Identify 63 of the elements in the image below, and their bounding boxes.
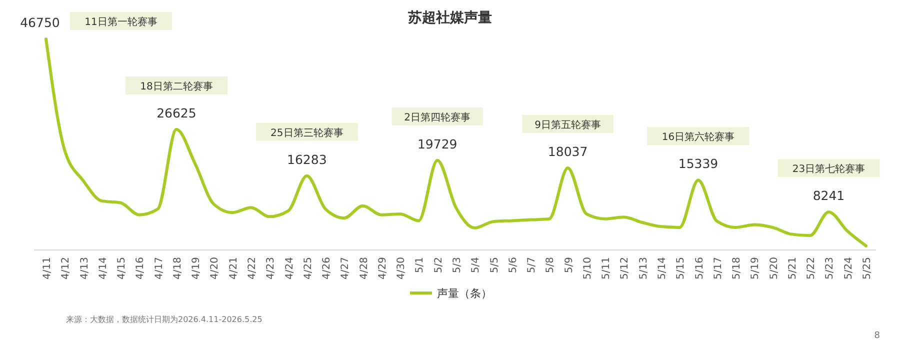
x-tick-label: 4/25 xyxy=(302,257,314,280)
data-label: 16283 xyxy=(287,152,327,167)
x-tick-label: 5/20 xyxy=(768,257,780,280)
x-tick-label: 4/14 xyxy=(98,257,109,280)
x-tick-label: 5/21 xyxy=(787,257,798,280)
x-tick-label: 4/11 xyxy=(42,257,53,280)
chart-title: 苏超社媒声量 xyxy=(407,10,492,26)
x-tick-label: 4/24 xyxy=(284,257,296,280)
x-tick-label: 5/25 xyxy=(862,257,873,280)
annotation: 18日第二轮赛事 xyxy=(140,80,213,92)
x-tick-label: 5/15 xyxy=(676,257,687,280)
x-tick-label: 4/27 xyxy=(340,257,352,280)
x-tick-label: 4/22 xyxy=(247,257,258,280)
x-tick-label: 5/12 xyxy=(620,257,631,280)
x-tick-label: 5/19 xyxy=(750,257,762,280)
annotation: 25日第三轮赛事 xyxy=(270,126,344,139)
x-tick-label: 4/26 xyxy=(322,257,333,280)
x-tick-label: 5/10 xyxy=(582,257,594,280)
x-tick-label: 4/20 xyxy=(210,257,221,280)
x-tick-label: 5/1 xyxy=(414,257,426,274)
x-tick-label: 5/4 xyxy=(470,257,482,274)
x-tick-label: 5/3 xyxy=(452,257,463,274)
x-tick-label: 5/11 xyxy=(601,257,612,280)
x-tick-label: 4/13 xyxy=(79,257,90,280)
x-tick-label: 4/17 xyxy=(154,257,165,280)
x-tick-label: 5/16 xyxy=(694,257,706,280)
data-label: 18037 xyxy=(548,144,588,159)
legend-label: 声量（条） xyxy=(437,287,492,300)
x-tick-label: 4/21 xyxy=(228,257,240,280)
data-label: 26625 xyxy=(156,105,196,120)
x-tick-label: 5/2 xyxy=(433,257,444,274)
data-label: 19729 xyxy=(417,136,458,152)
text: 11日第一轮赛事 xyxy=(84,16,158,28)
x-tick-label: 4/12 xyxy=(60,257,72,280)
annotation: 2日第四轮赛事 xyxy=(404,111,471,124)
x-tick-label: 4/29 xyxy=(377,257,388,280)
x-tick-label: 5/17 xyxy=(712,257,724,280)
data-label: 8241 xyxy=(812,188,845,203)
x-tick-label: 5/6 xyxy=(508,257,519,274)
data-label: 15339 xyxy=(678,156,718,172)
x-tick-label: 5/14 xyxy=(657,257,668,280)
x-tick-label: 5/23 xyxy=(824,257,836,280)
data-label: 46750 xyxy=(20,15,60,30)
x-tick-label: 4/30 xyxy=(396,257,408,280)
annotation: 16日第六轮赛事 xyxy=(662,131,735,144)
x-tick-label: 5/5 xyxy=(489,257,500,274)
annotation: 9日第五轮赛事 xyxy=(534,118,602,131)
x-tick-label: 5/18 xyxy=(732,257,743,280)
x-tick-label: 5/13 xyxy=(638,257,650,280)
x-tick-label: 5/9 xyxy=(564,257,575,274)
x-tick-label: 4/18 xyxy=(172,257,184,280)
x-tick-label: 4/19 xyxy=(191,257,202,280)
x-tick-label: 4/15 xyxy=(116,257,128,280)
x-tick-label: 5/8 xyxy=(545,257,556,274)
x-tick-label: 5/24 xyxy=(843,257,854,280)
source-note: 来源：大数据，数据统计日期为2026.4.11-2026.5.25 xyxy=(66,315,262,324)
x-tick-label: 4/16 xyxy=(135,257,146,280)
x-tick-label: 4/28 xyxy=(358,257,370,280)
text: 8 xyxy=(874,331,880,341)
x-tick-label: 5/22 xyxy=(806,257,818,280)
x-tick-label: 4/23 xyxy=(266,257,277,280)
annotation: 23日第七轮赛事 xyxy=(792,162,866,175)
x-tick-label: 5/7 xyxy=(526,257,538,274)
